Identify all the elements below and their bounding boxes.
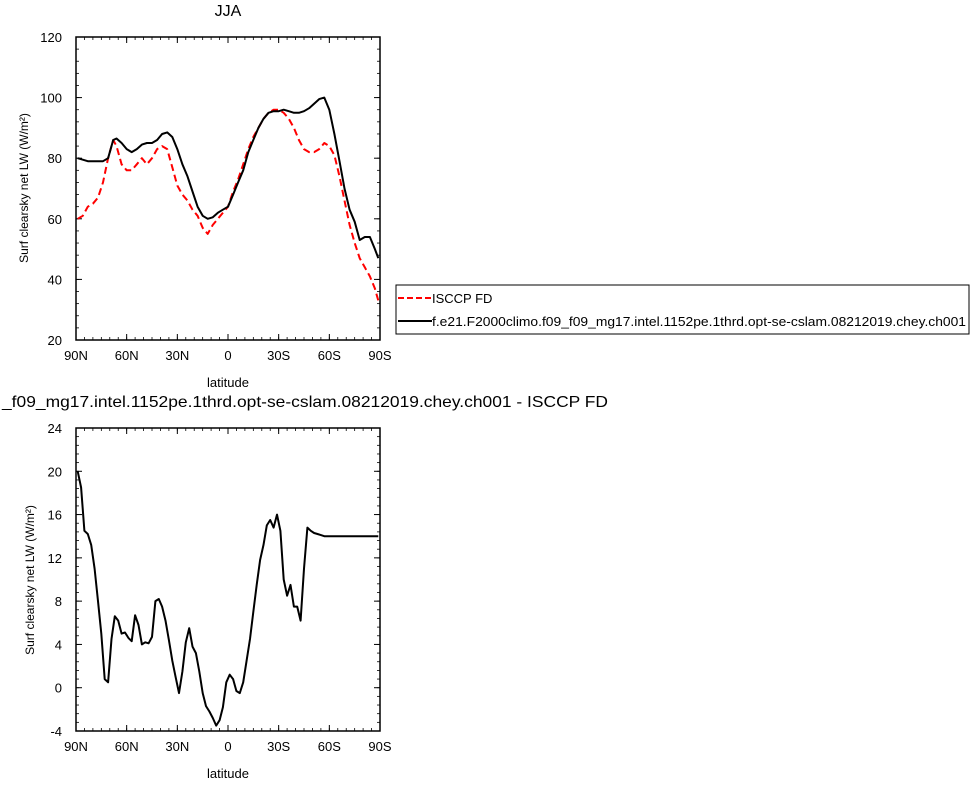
chart-bottom-x-axis: 90N 60N 30N 0 30S 60S 90S xyxy=(64,428,392,754)
chart-top-x-axis: 90N 60N 30N 0 30S 60S 90S xyxy=(64,37,392,363)
chart-bottom-plot-frame xyxy=(75,427,381,732)
y-tick-label: 8 xyxy=(55,594,62,609)
x-tick-label: 60S xyxy=(318,739,341,754)
chart-bottom-x-label: latitude xyxy=(207,766,249,781)
y-tick-label: 120 xyxy=(40,30,62,45)
y-tick-label: 12 xyxy=(48,551,62,566)
x-tick-label: 90N xyxy=(64,348,88,363)
x-tick-label: 60S xyxy=(318,348,341,363)
legend-label-model: f.e21.F2000climo.f09_f09_mg17.intel.1152… xyxy=(432,314,966,329)
x-tick-label: 0 xyxy=(224,739,231,754)
legend-box xyxy=(395,284,970,335)
series-line-0 xyxy=(76,471,379,727)
y-tick-label: 20 xyxy=(48,464,62,479)
x-tick-label: 30N xyxy=(165,739,189,754)
x-tick-label: 30N xyxy=(165,348,189,363)
x-tick-label: 30S xyxy=(267,739,290,754)
chart-bottom-title: _f09_mg17.intel.1152pe.1thrd.opt-se-csla… xyxy=(1,394,608,411)
y-tick-label: 24 xyxy=(48,421,62,436)
x-tick-label: 60N xyxy=(115,348,139,363)
legend: ISCCP FD f.e21.F2000climo.f09_f09_mg17.i… xyxy=(395,284,970,335)
chart-bottom-series xyxy=(76,471,379,727)
chart-bottom-y-label: Surf clearsky net LW (W/m²) xyxy=(23,505,37,655)
y-tick-label: 100 xyxy=(40,91,62,106)
y-tick-label: -4 xyxy=(50,724,62,739)
x-tick-label: 0 xyxy=(224,348,231,363)
chart-bottom-y-axis: -4 0 4 8 12 16 20 24 xyxy=(48,421,380,739)
x-tick-label: 90S xyxy=(368,739,391,754)
series-line-1 xyxy=(77,96,380,259)
legend-label-isccp: ISCCP FD xyxy=(432,291,492,306)
chart-top-plot-frame xyxy=(75,36,381,341)
y-tick-label: 20 xyxy=(48,333,62,348)
y-tick-label: 4 xyxy=(55,637,62,652)
y-tick-label: 60 xyxy=(48,212,62,227)
y-tick-label: 16 xyxy=(48,508,62,523)
x-tick-label: 60N xyxy=(115,739,139,754)
chart-top: JJA 20 40 60 80 100 120 90N 60N 30N 0 30S 60S 90S l… xyxy=(17,3,392,390)
y-tick-label: 80 xyxy=(48,151,62,166)
y-tick-label: 0 xyxy=(55,681,62,696)
x-tick-label: 90N xyxy=(64,739,88,754)
chart-top-series xyxy=(77,96,380,301)
y-tick-label: 40 xyxy=(48,272,62,287)
chart-top-title: JJA xyxy=(215,3,242,20)
chart-top-y-label: Surf clearsky net LW (W/m²) xyxy=(17,113,31,263)
x-tick-label: 90S xyxy=(368,348,391,363)
x-tick-label: 30S xyxy=(267,348,290,363)
chart-top-x-label: latitude xyxy=(207,375,249,390)
chart-bottom: _f09_mg17.intel.1152pe.1thrd.opt-se-csla… xyxy=(1,394,608,781)
chart-top-y-axis: 20 40 60 80 100 120 xyxy=(40,30,380,348)
